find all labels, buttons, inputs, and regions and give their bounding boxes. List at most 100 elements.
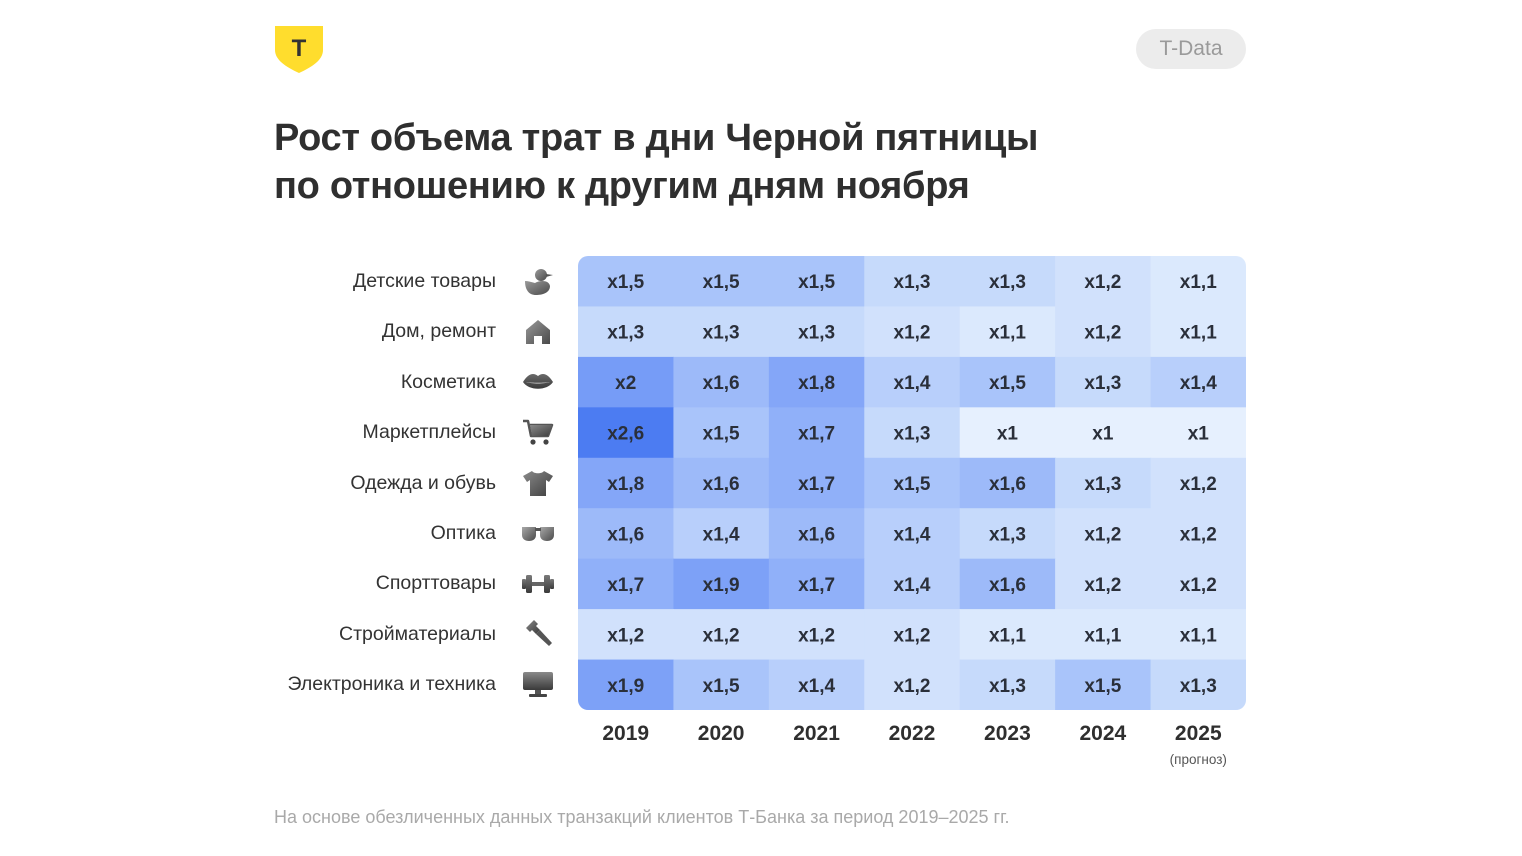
year-label: 2020 <box>697 722 745 745</box>
heatmap-cell-label: x1,2 <box>1084 575 1121 596</box>
heatmap-cell <box>1150 609 1246 661</box>
heatmap-cell <box>1055 407 1152 459</box>
heatmap-cell <box>768 306 865 358</box>
logo-letter: Т <box>292 35 307 62</box>
heatmap-cell <box>578 356 675 408</box>
monitor-icon <box>517 659 559 709</box>
heatmap-cell <box>673 558 770 610</box>
heatmap-cell <box>864 256 961 308</box>
row-label: Спорттовары <box>375 572 496 595</box>
heatmap-cell-label: x1,6 <box>607 524 644 545</box>
heatmap-cell-label: x1,2 <box>703 625 740 646</box>
heatmap-cell-label: x1,3 <box>1084 474 1121 495</box>
heatmap-cell <box>959 457 1056 509</box>
row-label: Косметика <box>400 370 496 393</box>
heatmap-cell-label: x1,7 <box>798 424 835 445</box>
heatmap-cell-label: x1,5 <box>703 272 740 293</box>
heatmap-cell <box>673 508 770 560</box>
heatmap-cell <box>1055 609 1152 661</box>
heatmap-cell <box>864 609 961 661</box>
logo-shield <box>275 26 323 73</box>
heatmap-cell <box>578 508 675 560</box>
footnote: На основе обезличенных данных транзакций… <box>274 807 1010 827</box>
heatmap-cell <box>768 407 865 459</box>
year-label: 2021 <box>793 722 840 745</box>
heatmap-svg: x1,5 x1,5 x1,5 x1,3 x1,3 x1,2 x1,1 x1,3 x1,3 x1,3… <box>578 256 1246 710</box>
heatmap-cell <box>578 306 675 358</box>
heatmap-cell <box>673 407 770 459</box>
heatmap-cell <box>768 558 865 610</box>
heatmap-cell <box>673 659 770 710</box>
heatmap-cell-label: x1,7 <box>607 575 644 596</box>
row-label: Маркетплейсы <box>362 421 496 444</box>
heatmap-cell <box>768 609 865 661</box>
heatmap-cell <box>864 407 961 459</box>
heatmap-cell-label: x1,4 <box>1180 373 1217 394</box>
heatmap-cell <box>1150 306 1246 358</box>
row-labels: Детские товары Дом, ремонт Косметика Мар… <box>240 256 496 710</box>
heatmap-cell-label: x1,1 <box>989 323 1026 344</box>
year-label: 2024 <box>1079 722 1127 745</box>
page-title: Рост объема трат в дни Черной пятницы по… <box>274 114 1174 210</box>
heatmap-cell-label: x1,4 <box>894 524 931 545</box>
heatmap-cell-label: x1,3 <box>894 272 931 293</box>
year-label: 2023 <box>984 722 1031 745</box>
heatmap-cell-label: x1,5 <box>798 272 835 293</box>
heatmap-cell-label: x1,1 <box>1180 323 1217 344</box>
row-label: Одежда и обувь <box>350 471 496 494</box>
forecast-note: (прогноз) <box>1169 752 1227 767</box>
house-icon <box>517 306 559 356</box>
heatmap-cell-label: x1,3 <box>989 272 1026 293</box>
heatmap-cell <box>864 356 961 408</box>
heatmap-cell <box>1055 457 1152 509</box>
heatmap-cell <box>673 356 770 408</box>
heatmap-cell <box>673 609 770 661</box>
heatmap-cell <box>578 609 675 661</box>
heatmap-cell-label: x1,6 <box>989 474 1026 495</box>
heatmap-cell-label: x1,8 <box>798 373 835 394</box>
heatmap-cell-label: x1,8 <box>607 474 644 495</box>
year-label: 2025 <box>1174 722 1222 745</box>
heatmap-cell-label: x1,3 <box>703 323 740 344</box>
heatmap-cell-label: x1,2 <box>1180 524 1217 545</box>
heatmap-cell <box>1055 508 1152 560</box>
cart-icon <box>517 407 559 457</box>
heatmap-cell <box>959 609 1056 661</box>
heatmap-cell-label: x1,6 <box>703 373 740 394</box>
year-label: 2022 <box>888 722 936 745</box>
heatmap-cell <box>864 659 961 710</box>
heatmap-cell <box>1055 356 1152 408</box>
year-axis: 2019 2020 2021 2022 2023 2024 2025 (прог… <box>578 722 1246 774</box>
heatmap-cell-label: x1,1 <box>989 625 1026 646</box>
duck-icon <box>517 256 559 306</box>
heatmap-cell-label: x1,2 <box>1084 272 1121 293</box>
heatmap-cell-label: x1,1 <box>1180 272 1217 293</box>
tshirt-icon <box>517 458 559 508</box>
heatmap-cell-label: x1,4 <box>703 524 740 545</box>
heatmap-cell <box>768 508 865 560</box>
heatmap-cell-label: x1,9 <box>607 676 644 697</box>
heatmap-cell-label: x1,3 <box>1084 373 1121 394</box>
heatmap-cell-label: x1,7 <box>798 474 835 495</box>
heatmap-cell-label: x1,2 <box>1084 524 1121 545</box>
heatmap-cell <box>959 508 1056 560</box>
heatmap-cell <box>673 457 770 509</box>
heatmap-cell <box>578 256 675 308</box>
heatmap-cell <box>959 558 1056 610</box>
heatmap-cell-label: x2,6 <box>607 424 644 445</box>
heatmap-cell-label: x1 <box>997 424 1019 445</box>
row-label: Детские товары <box>353 270 496 292</box>
heatmap-cell <box>959 356 1056 408</box>
heatmap-cell-label: x1,3 <box>798 323 835 344</box>
heatmap-cell-label: x1 <box>1092 424 1114 445</box>
heatmap-cell <box>1150 356 1246 408</box>
heatmap-cell-label: x1,2 <box>1180 474 1217 495</box>
heatmap-cell-label: x1,9 <box>703 575 740 596</box>
heatmap-cell-label: x1,3 <box>1180 676 1217 697</box>
heatmap-cell <box>959 256 1056 308</box>
heatmap-cell-label: x1,2 <box>1084 323 1121 344</box>
heatmap-cell-label: x1,5 <box>989 373 1026 394</box>
heatmap-cell-label: x1,4 <box>894 373 931 394</box>
row-label: Стройматериалы <box>339 622 496 645</box>
heatmap-cell-label: x1,6 <box>703 474 740 495</box>
